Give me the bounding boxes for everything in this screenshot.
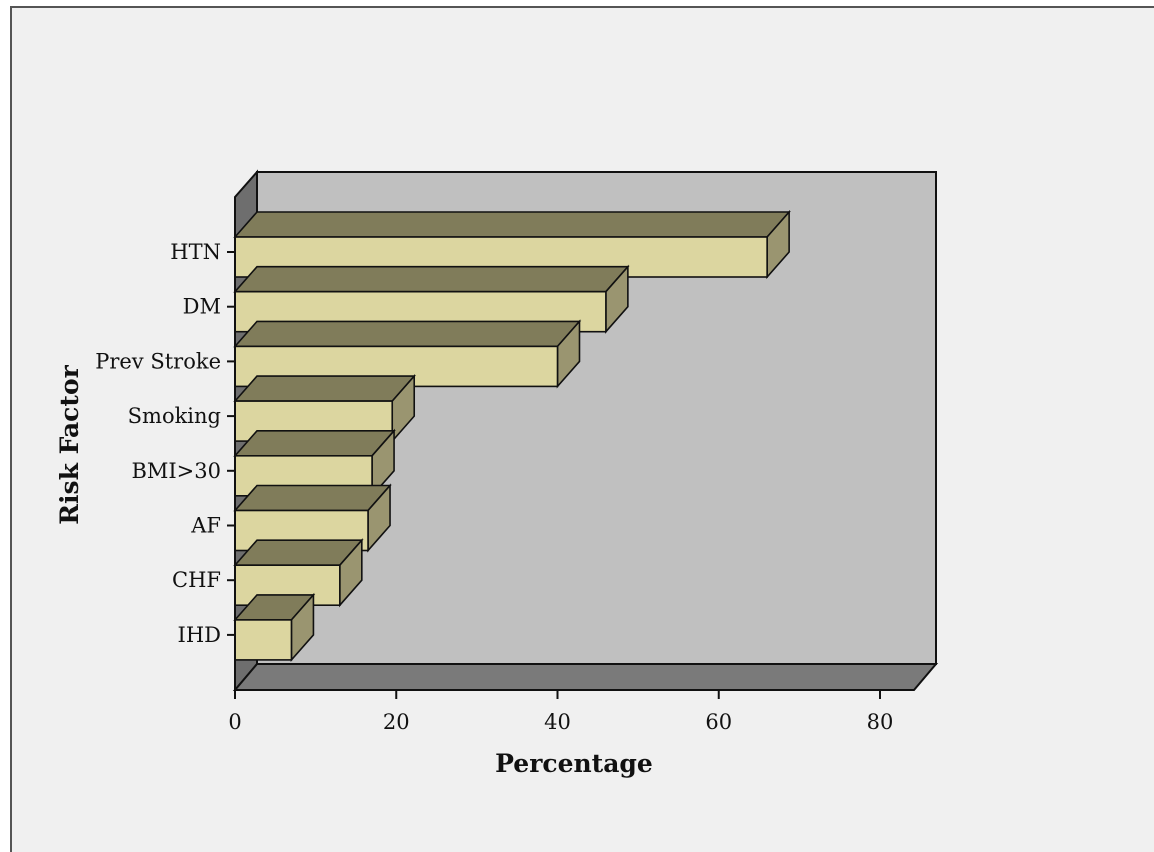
- axes-group: HTN DM Prev Stroke Smoking BMI>30 AF CHF IHD 0 20…: [95, 197, 914, 734]
- y-tick-label: DM: [183, 295, 221, 319]
- bar-top-face: [233, 429, 396, 457]
- x-tick-label: 20: [383, 710, 410, 734]
- bar-top-face: [233, 375, 416, 402]
- bar-front-face: [234, 619, 293, 661]
- bar-top-face: [233, 484, 392, 512]
- bar-top-face: [233, 265, 630, 293]
- y-tick-label: Prev Stroke: [95, 349, 221, 373]
- y-axis-title: Risk Factor: [55, 364, 84, 524]
- plot-floor: [232, 663, 939, 691]
- bar-top-face: [233, 211, 791, 238]
- x-tick-label: 0: [228, 710, 241, 734]
- y-tick-label: IHD: [178, 623, 221, 647]
- bar-ihd: [233, 592, 316, 663]
- x-tick-label: 60: [705, 710, 732, 734]
- x-tick-label: 40: [544, 710, 571, 734]
- y-tick-label: Smoking: [128, 404, 221, 428]
- bar-prev-stroke: [233, 319, 582, 389]
- bar-top-face: [233, 320, 582, 348]
- y-tick-label: AF: [190, 514, 221, 538]
- y-tick-label: CHF: [172, 568, 221, 592]
- bars-group: [233, 209, 791, 663]
- y-tick-label: HTN: [170, 240, 221, 264]
- x-axis-title: Percentage: [495, 749, 653, 778]
- x-tick-label: 80: [867, 710, 894, 734]
- y-tick-label: BMI>30: [131, 459, 221, 483]
